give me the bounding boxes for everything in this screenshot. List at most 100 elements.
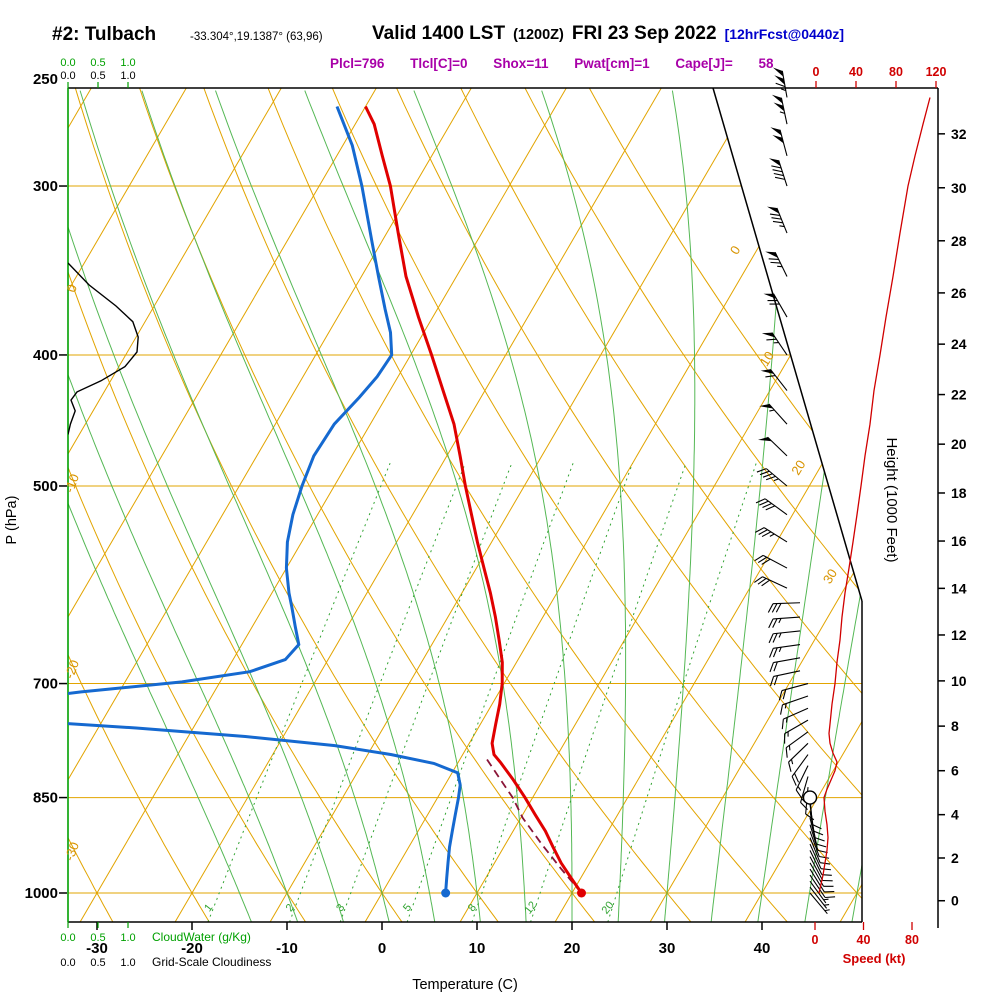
svg-text:0: 0: [812, 933, 819, 947]
valid-date: FRI 23 Sep 2022: [571, 23, 717, 44]
svg-text:80: 80: [905, 933, 919, 947]
forecast-tag: [12hrFcst@0440z]: [724, 26, 845, 42]
speed-axis: 0 40 80 120 0 40 80 Speed (kt): [812, 65, 947, 966]
valid-time: Valid 1400 LST: [372, 23, 506, 44]
svg-text:10: 10: [951, 673, 967, 689]
svg-text:250: 250: [33, 71, 58, 88]
svg-text:1000: 1000: [25, 885, 58, 902]
valid-time-row: Valid 1400 LST (1200Z) FRI 23 Sep 2022 […: [372, 23, 844, 45]
valid-time-z: (1200Z): [513, 27, 564, 43]
svg-text:40: 40: [754, 940, 771, 957]
svg-text:-10: -10: [276, 940, 298, 957]
station-coordinates: -33.304°,19.1387° (63,96): [190, 31, 323, 43]
svg-text:CloudWater (g/Kg): CloudWater (g/Kg): [152, 930, 251, 944]
svg-text:0: 0: [951, 893, 959, 909]
dewpoint-curve: [68, 105, 462, 894]
svg-text:0.5: 0.5: [90, 957, 105, 969]
cloud-profile: [68, 262, 139, 435]
wind-barbs: [754, 67, 836, 915]
svg-text:0.0: 0.0: [60, 70, 75, 82]
svg-text:28: 28: [951, 233, 967, 249]
svg-text:40: 40: [857, 933, 871, 947]
svg-text:1: 1: [202, 902, 215, 914]
svg-text:40: 40: [849, 65, 863, 79]
svg-text:120: 120: [926, 65, 947, 79]
svg-text:Temperature (C): Temperature (C): [412, 977, 518, 993]
pressure-axis: 250 300 400 500 700 850 1000 P (hPa): [4, 71, 67, 902]
svg-text:18: 18: [951, 485, 967, 501]
svg-text:24: 24: [951, 336, 967, 352]
svg-text:30: 30: [659, 940, 676, 957]
svg-text:0: 0: [813, 65, 820, 79]
svg-text:0.0: 0.0: [60, 957, 75, 969]
svg-text:12: 12: [522, 899, 539, 916]
svg-text:20: 20: [564, 940, 581, 957]
svg-text:Speed (kt): Speed (kt): [843, 951, 906, 966]
svg-text:1.0: 1.0: [120, 57, 135, 69]
svg-text:Height (1000 Feet): Height (1000 Feet): [883, 437, 900, 562]
svg-text:0: 0: [727, 243, 744, 257]
plot-boundary: [67, 87, 938, 923]
svg-text:12: 12: [951, 627, 967, 643]
surface-temp-dot: [577, 888, 586, 898]
svg-text:30: 30: [951, 180, 967, 196]
svg-text:10: 10: [469, 940, 486, 957]
station-title: #2: Tulbach: [52, 24, 157, 45]
svg-text:P (hPa): P (hPa): [4, 496, 20, 545]
temperature-axis: -30 -20 -10 0 10 20 30 40 Temperature (C): [86, 922, 770, 993]
svg-text:0.5: 0.5: [90, 57, 105, 69]
svg-text:4: 4: [951, 807, 959, 823]
svg-text:8: 8: [951, 718, 959, 734]
speed-profile: [818, 97, 931, 894]
svg-text:6: 6: [951, 763, 959, 779]
svg-text:32: 32: [951, 126, 967, 142]
svg-text:5: 5: [401, 902, 414, 914]
svg-text:10: 10: [757, 349, 777, 369]
sounding-parameters: Plcl=796 Tlcl[C]=0 Shox=11 Pwat[cm]=1 Ca…: [330, 56, 774, 71]
svg-text:8: 8: [466, 902, 479, 914]
svg-text:0.5: 0.5: [90, 70, 105, 82]
svg-text:1.0: 1.0: [120, 70, 135, 82]
surface-dots: [441, 888, 586, 898]
svg-text:30: 30: [820, 566, 840, 586]
svg-text:-30: -30: [62, 840, 83, 863]
svg-text:20: 20: [600, 899, 617, 916]
svg-text:-20: -20: [62, 658, 83, 681]
temperature-curve: [364, 105, 583, 894]
svg-text:0: 0: [378, 940, 386, 957]
profiles: [68, 105, 583, 894]
svg-text:0: 0: [64, 282, 81, 294]
svg-text:3: 3: [334, 902, 347, 914]
svg-text:16: 16: [951, 533, 967, 549]
svg-text:0.0: 0.0: [60, 932, 75, 944]
background-grid: [68, 88, 862, 922]
svg-text:0.5: 0.5: [90, 932, 105, 944]
svg-text:-10: -10: [62, 472, 83, 495]
svg-text:0.0: 0.0: [60, 57, 75, 69]
svg-text:-20: -20: [181, 940, 203, 957]
svg-text:1.0: 1.0: [120, 932, 135, 944]
svg-text:Grid-Scale Cloudiness: Grid-Scale Cloudiness: [152, 955, 271, 969]
svg-text:-30: -30: [86, 940, 108, 957]
svg-text:850: 850: [33, 790, 58, 807]
svg-text:1.0: 1.0: [120, 957, 135, 969]
svg-text:500: 500: [33, 478, 58, 495]
station-circle-850: [802, 790, 818, 805]
svg-text:700: 700: [33, 676, 58, 693]
surface-dewpoint-dot: [441, 888, 451, 898]
svg-text:14: 14: [951, 580, 967, 596]
svg-text:20: 20: [951, 436, 967, 452]
svg-text:400: 400: [33, 347, 58, 364]
cloud-scales: 0.00.00.00.00.50.50.50.51.01.01.01.0Clou…: [60, 57, 271, 969]
svg-text:80: 80: [889, 65, 903, 79]
svg-text:26: 26: [951, 285, 967, 301]
svg-text:300: 300: [33, 178, 58, 195]
svg-text:2: 2: [951, 850, 959, 866]
svg-text:20: 20: [788, 457, 808, 477]
svg-text:22: 22: [951, 387, 967, 403]
svg-text:2: 2: [284, 902, 297, 914]
